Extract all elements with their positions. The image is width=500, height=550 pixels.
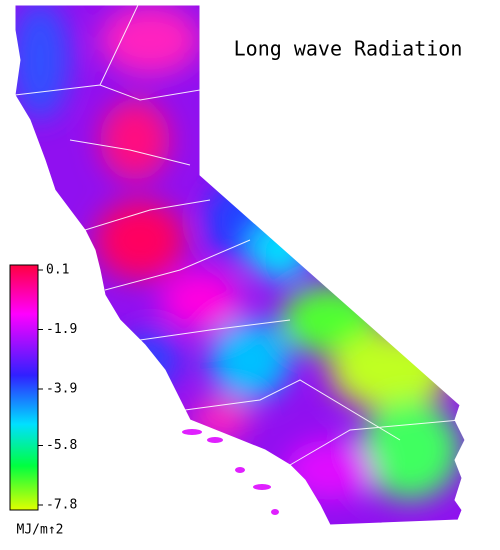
islands — [182, 429, 279, 515]
colorbar-tick-label: 0.1 — [46, 263, 69, 278]
colorbar — [9, 264, 39, 511]
colorbar-tick-label: -7.8 — [46, 498, 77, 513]
map-title: Long wave Radiation — [234, 37, 463, 61]
colorbar-tick-label: -5.8 — [46, 438, 77, 453]
colorbar-unit: MJ/m↑2 — [17, 523, 64, 538]
colorbar-tick-label: -3.9 — [46, 381, 77, 396]
colorbar-tick-label: -1.9 — [46, 322, 77, 337]
state-border — [14, 4, 466, 526]
